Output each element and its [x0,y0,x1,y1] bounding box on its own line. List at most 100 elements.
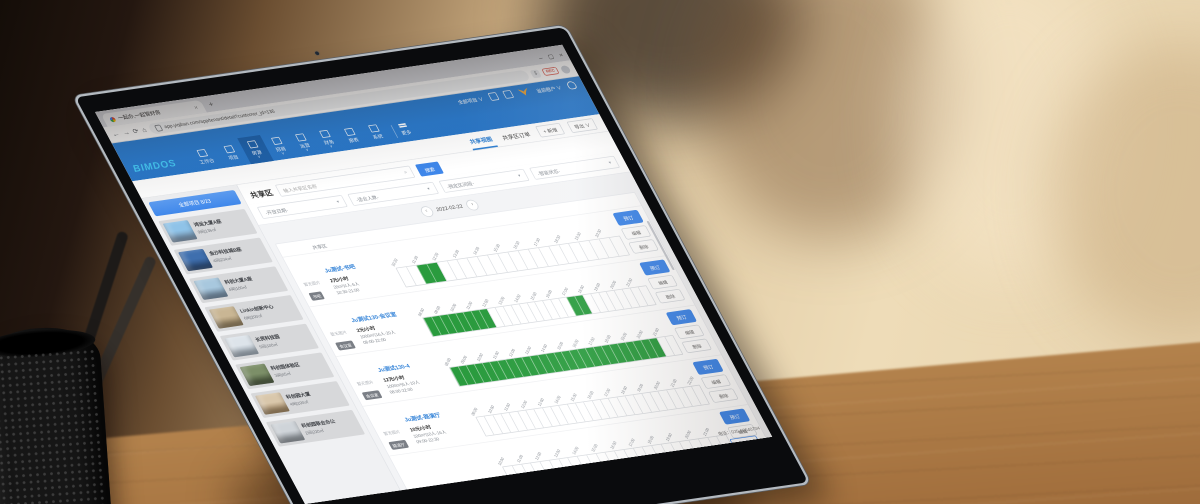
room-image-col: 暂无图片路演厅 [370,406,414,450]
tick-label: 11:30 [411,255,420,265]
recorder-extension-badge[interactable]: REC [541,66,560,76]
tick-label: 12:00 [520,399,529,410]
close-button[interactable]: × [557,51,565,59]
swallow-logo-icon [517,87,527,96]
tick-label: 14:30 [472,246,481,257]
view-action-button[interactable]: 导出 ∨ [566,118,599,134]
delete-button[interactable]: 删除 [681,338,713,354]
search-icon: ⌕ [402,169,409,175]
project-text: 长贸科技园 5间|100㎡ [255,335,285,350]
browser-profile-avatar[interactable] [559,64,572,74]
reserve-button[interactable]: 预订 [692,358,724,375]
close-tab-icon[interactable]: × [192,103,200,111]
project-text: 科创大厦A座 4间|100㎡ [224,277,257,292]
no-image-placeholder: 暂无图片 [356,380,375,387]
tick-label: 12:00 [508,348,517,359]
reserve-button[interactable]: 预订 [665,309,698,326]
tick-label: 08:00 [417,307,426,318]
project-selector[interactable]: 全部项目 ∨ [456,96,485,106]
maximize-button[interactable]: ▢ [546,53,556,61]
view-tab-共享区订单[interactable]: 共享区订单 [500,130,532,141]
laptop-screen: 一起办,一起管好房 × + – ▢ × ← → ⟳ ⌂ app.yiqiban.… [95,44,773,504]
delete-button[interactable]: 删除 [707,388,739,403]
edit-button[interactable]: 编辑 [647,274,679,290]
chevron-down-icon: ∨ [280,151,286,156]
edit-button[interactable]: 编辑 [673,324,705,340]
mesh-pen-cup [0,324,114,504]
project-text: 科创园体验区 3间|45㎡ [270,363,305,379]
new-tab-button[interactable]: + [207,100,216,109]
minimize-button[interactable]: – [537,54,544,62]
project-text: 科创园大厦 4间|100㎡ [285,392,315,407]
tick-label: 10:00 [497,456,506,467]
tick-label: 12:30 [431,252,441,262]
no-image-placeholder: 暂无图片 [383,430,402,437]
no-image-placeholder: 暂无图片 [303,281,322,288]
tick-label: 17:30 [533,237,542,248]
background-blur [900,0,1120,280]
nav-item-label: 工作台 [198,158,216,166]
tick-label: 13:00 [497,296,506,307]
tick-label: 16:00 [545,289,554,300]
next-day-button[interactable]: › [464,199,481,212]
edit-button[interactable]: 编辑 [620,225,652,240]
forward-icon[interactable]: → [120,128,131,137]
search-button[interactable]: 搜索 [414,161,444,177]
nav-more-button[interactable]: 更多 [397,123,413,136]
tick-label: 13:00 [553,448,562,459]
tick-label: 11:00 [503,402,513,413]
home-icon[interactable]: ⌂ [140,125,148,134]
nav-more-label: 更多 [400,129,413,137]
reserve-button[interactable]: 预订 [638,259,671,276]
tick-label: 10:00 [476,352,485,363]
tick-label: 15:00 [570,392,579,403]
nav-divider [390,124,398,138]
reserve-button[interactable]: 预订 [718,408,751,425]
tick-label: 22:00 [686,376,695,386]
tick-label: 10:00 [449,303,458,313]
tick-label: 20:30 [594,228,603,239]
layout-icon[interactable] [501,90,515,99]
tick-label: 19:00 [593,282,602,293]
view-action-button[interactable]: + 新增 [535,122,565,138]
edit-button[interactable]: 编辑 [700,374,732,389]
chevron-down-icon: ∨ [328,144,334,149]
tick-label: 16:00 [586,390,596,401]
tick-label: 19:00 [665,432,674,443]
filter-label: -开放日期- [264,207,290,216]
app-header: 全部项目 ∨ 当前租户 ∨ BIMDOS 工作台 项目 房源 ∨ 招商 ∨ 运营 ∨ 财务 ∨ 报表… [111,76,600,182]
back-icon[interactable]: ← [110,129,121,138]
tick-label: 17:00 [588,336,597,347]
laptop: 一起办,一起管好房 × + – ▢ × ← → ⟳ ⌂ app.yiqiban.… [72,24,812,504]
reload-icon[interactable]: ⟳ [130,126,141,135]
current-date: 2022-02-22 [435,204,465,213]
room-info: Ju测试-路演厅 10元/小时 100m²|10人-16人 09:00-22:30 [402,407,481,446]
tick-label: 15:00 [590,443,600,454]
tick-label: 14:00 [540,343,549,354]
app-logo: BIMDOS [130,157,179,174]
project-text: 金沙科技城B座 4间|234㎡ [209,247,247,263]
tick-label: 19:00 [620,332,629,342]
tick-label: 17:00 [561,287,570,297]
chevron-down-icon: ▼ [425,186,432,192]
tenant-selector[interactable]: 当前租户 ∨ [535,85,563,94]
extension-icon[interactable]: ⇩ [529,69,542,78]
delete-button[interactable]: 删除 [654,288,686,304]
tick-label: 19:30 [574,231,583,242]
tick-label: 09:00 [470,407,480,417]
copy-icon[interactable] [487,92,500,101]
delete-button[interactable]: 删除 [628,239,659,254]
tick-label: 13:00 [524,345,533,356]
reserve-button[interactable]: 预订 [612,209,644,226]
prev-day-button[interactable]: ‹ [418,205,436,218]
tick-label: 21:00 [625,277,634,288]
notification-bell-icon[interactable] [565,80,578,90]
tick-label: 18:00 [604,334,613,345]
room-type-badge: 路演厅 [388,439,409,450]
no-image-placeholder: 暂无图片 [329,330,349,338]
tick-label: 15:30 [492,243,502,254]
tick-label: 20:00 [653,380,662,391]
tick-label: 10:30 [390,258,400,268]
view-tab-共享视图[interactable]: 共享视图 [464,130,498,151]
filter-label: -预定区间段- [445,180,476,190]
